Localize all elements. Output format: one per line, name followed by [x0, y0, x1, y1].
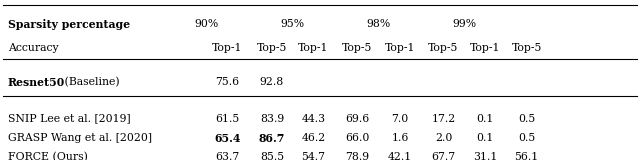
Text: 0.1: 0.1: [476, 133, 494, 143]
Text: 0.5: 0.5: [518, 133, 535, 143]
Text: 54.7: 54.7: [301, 152, 326, 160]
Text: Top-1: Top-1: [212, 43, 243, 53]
Text: Top-1: Top-1: [470, 43, 500, 53]
Text: FORCE (Ours): FORCE (Ours): [8, 152, 88, 160]
Text: Top-1: Top-1: [385, 43, 415, 53]
Text: 98%: 98%: [367, 19, 390, 29]
Text: 17.2: 17.2: [431, 114, 456, 124]
Text: 0.5: 0.5: [518, 114, 535, 124]
Text: 67.7: 67.7: [431, 152, 456, 160]
Text: 99%: 99%: [452, 19, 477, 29]
Text: Top-5: Top-5: [257, 43, 287, 53]
Text: 92.8: 92.8: [260, 77, 284, 87]
Text: 78.9: 78.9: [345, 152, 369, 160]
Text: 65.4: 65.4: [214, 133, 241, 144]
Text: 61.5: 61.5: [215, 114, 239, 124]
Text: 85.5: 85.5: [260, 152, 284, 160]
Text: (Baseline): (Baseline): [61, 77, 120, 87]
Text: 69.6: 69.6: [345, 114, 369, 124]
Text: 0.1: 0.1: [476, 114, 494, 124]
Text: 42.1: 42.1: [388, 152, 412, 160]
Text: Top-5: Top-5: [342, 43, 372, 53]
Text: Top-5: Top-5: [428, 43, 459, 53]
Text: Resnet50: Resnet50: [8, 77, 65, 88]
Text: 2.0: 2.0: [435, 133, 452, 143]
Text: 44.3: 44.3: [301, 114, 326, 124]
Text: 66.0: 66.0: [345, 133, 369, 143]
Text: 31.1: 31.1: [473, 152, 497, 160]
Text: Top-5: Top-5: [511, 43, 542, 53]
Text: 63.7: 63.7: [215, 152, 239, 160]
Text: 95%: 95%: [281, 19, 305, 29]
Text: 90%: 90%: [195, 19, 218, 29]
Text: 1.6: 1.6: [391, 133, 409, 143]
Text: 46.2: 46.2: [301, 133, 326, 143]
Text: Top-1: Top-1: [298, 43, 329, 53]
Text: 86.7: 86.7: [259, 133, 285, 144]
Text: Accuracy: Accuracy: [8, 43, 58, 53]
Text: 56.1: 56.1: [515, 152, 539, 160]
Text: 75.6: 75.6: [215, 77, 239, 87]
Text: 7.0: 7.0: [392, 114, 408, 124]
Text: 83.9: 83.9: [260, 114, 284, 124]
Text: Sparsity percentage: Sparsity percentage: [8, 19, 130, 30]
Text: GRASP Wang et al. [2020]: GRASP Wang et al. [2020]: [8, 133, 152, 143]
Text: SNIP Lee et al. [2019]: SNIP Lee et al. [2019]: [8, 114, 131, 124]
